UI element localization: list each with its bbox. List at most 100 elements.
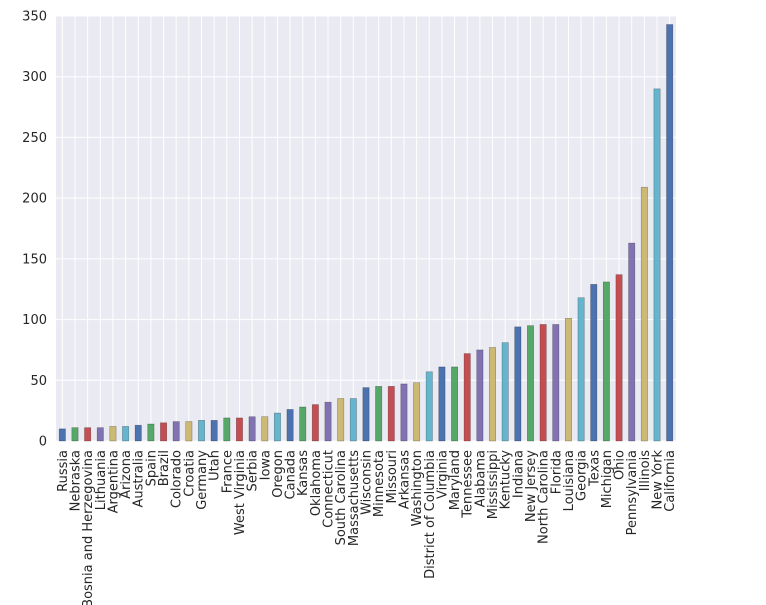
x-tick-label: Arkansas	[397, 450, 412, 509]
bar-indiana	[514, 326, 522, 442]
bar-brazil	[160, 422, 168, 442]
x-tick-label: Michigan	[600, 450, 615, 508]
x-tick-label: Serbia	[246, 450, 261, 491]
bar-france	[223, 417, 231, 442]
x-tick-label: District of Columbia	[423, 450, 438, 579]
bar-washington	[413, 382, 421, 442]
y-tick-label: 200	[22, 192, 47, 207]
x-tick-label: Connecticut	[322, 450, 337, 528]
x-tick-label: Missouri	[385, 450, 400, 504]
x-tick-label: West Virginia	[233, 450, 248, 535]
x-tick-label: Colorado	[170, 450, 185, 508]
x-tick-label: New York	[651, 450, 666, 510]
x-tick-label: Utah	[208, 450, 223, 481]
x-tick-label: Croatia	[182, 450, 197, 497]
x-tick-label: Oklahoma	[309, 450, 324, 516]
bar-wisconsin	[362, 387, 370, 442]
bar-georgia	[577, 297, 585, 442]
x-tick-label: Virginia	[435, 450, 450, 499]
x-tick-label: France	[220, 450, 235, 493]
x-tick-label: Bosnia and Herzegovina	[81, 450, 96, 605]
x-tick-label: Kentucky	[499, 450, 514, 510]
bar-illinois	[640, 186, 648, 442]
bar-argentina	[109, 426, 117, 442]
bar-kansas	[299, 406, 307, 442]
x-tick-label: Spain	[144, 450, 159, 486]
bar-germany	[198, 420, 205, 442]
y-tick-label: 300	[22, 70, 47, 85]
y-tick-label: 150	[22, 252, 47, 267]
x-tick-label: Iowa	[258, 450, 273, 480]
bar-south-carolina	[337, 398, 345, 442]
x-tick-label: Germany	[195, 450, 210, 510]
x-tick-label: Mississippi	[486, 450, 501, 519]
bar-florida	[552, 324, 560, 442]
bar-canada	[286, 409, 294, 442]
x-tick-label: Arizona	[119, 450, 134, 499]
x-tick-label: Australia	[132, 450, 147, 508]
bar-massachusetts	[349, 398, 357, 442]
x-tick-label: Argentina	[106, 450, 121, 513]
x-tick-label: Kansas	[296, 450, 311, 496]
y-tick-label: 250	[22, 131, 47, 146]
bar-minnesota	[375, 386, 383, 442]
bar-lithuania	[96, 427, 104, 442]
x-tick-label: Florida	[549, 450, 564, 494]
x-tick-label: South Carolina	[334, 450, 349, 545]
bar-bosnia-and-herzegovina	[84, 427, 92, 442]
bar-arkansas	[400, 383, 408, 442]
bar-tennessee	[463, 353, 471, 442]
y-tick-label: 50	[30, 374, 47, 389]
x-tick-label: Maryland	[448, 450, 463, 510]
bar-virginia	[438, 366, 446, 442]
bar-missouri	[387, 386, 395, 442]
bar-maryland	[451, 366, 459, 442]
bar-russia	[58, 428, 66, 442]
x-tick-label: Ohio	[613, 450, 628, 480]
bar-pennsylvania	[628, 242, 636, 442]
bar-district-of-columbia	[425, 371, 433, 442]
bar-nebraska	[71, 427, 79, 442]
x-tick-label: Alabama	[473, 450, 488, 507]
x-tick-label: Washington	[410, 450, 425, 526]
x-tick-label: Brazil	[157, 450, 172, 486]
x-tick-label: Oregon	[271, 450, 286, 498]
bar-california	[666, 24, 674, 442]
x-tick-label: Russia	[56, 450, 71, 492]
x-tick-label: Illinois	[638, 450, 653, 491]
bar-north-carolina	[539, 324, 547, 442]
x-tick-label: Nebraska	[68, 450, 83, 511]
bar-spain	[147, 423, 155, 442]
bar-texas	[590, 284, 598, 442]
bar-west-virginia	[236, 417, 243, 442]
bar-kentucky	[501, 342, 509, 442]
y-tick-label: 350	[22, 10, 47, 25]
bar-ohio	[615, 274, 623, 442]
x-tick-label: Louisiana	[562, 450, 577, 511]
bar-utah	[210, 420, 218, 442]
bar-mississippi	[489, 347, 496, 442]
bar-arizona	[122, 426, 130, 442]
x-tick-label: Wisconsin	[360, 450, 375, 515]
bar-michigan	[602, 281, 610, 442]
y-tick-label: 0	[39, 435, 47, 450]
x-tick-label: Canada	[284, 450, 299, 499]
x-tick-label: Minnesota	[372, 450, 387, 517]
x-tick-label: Indiana	[511, 450, 526, 498]
bar-colorado	[172, 421, 180, 442]
x-tick-label: Pennsylvania	[625, 450, 640, 535]
x-tick-label: New Jersey	[524, 450, 539, 522]
bar-oregon	[273, 412, 281, 442]
bar-iowa	[261, 416, 269, 442]
x-tick-label: California	[663, 450, 678, 512]
bar-connecticut	[324, 401, 332, 442]
x-tick-label: Tennessee	[461, 450, 476, 519]
bar-new-jersey	[527, 325, 534, 442]
x-tick-label: Georgia	[575, 450, 590, 501]
bar-louisiana	[564, 318, 572, 442]
bar-croatia	[185, 421, 193, 442]
x-tick-label: Lithuania	[94, 450, 109, 510]
bars	[58, 24, 674, 442]
bar-alabama	[476, 349, 484, 442]
